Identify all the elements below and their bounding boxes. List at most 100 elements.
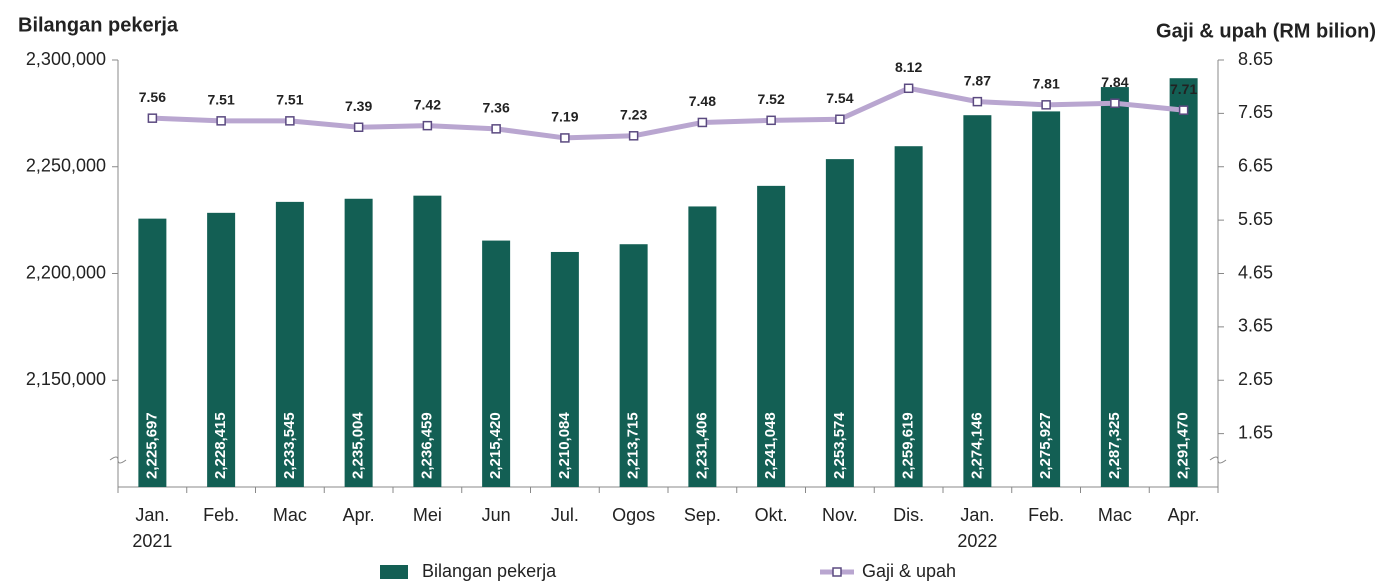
bar — [138, 218, 167, 487]
y2-tick-label: 5.65 — [1238, 209, 1273, 229]
bar-value-label: 2,228,415 — [212, 412, 229, 479]
line — [152, 85, 1184, 141]
line-value-label: 7.51 — [208, 92, 235, 108]
line-value-label: 7.84 — [1101, 74, 1128, 90]
line-marker — [628, 131, 639, 141]
line-value-label: 7.19 — [551, 109, 578, 125]
line-marker — [491, 124, 501, 134]
y2-tick-label: 2.65 — [1238, 369, 1273, 389]
bar — [619, 244, 648, 487]
y-tick-label: 2,150,000 — [26, 369, 106, 389]
bar — [482, 240, 511, 487]
bar — [275, 201, 304, 488]
line-marker — [216, 116, 226, 126]
bar-value-label: 2,287,325 — [1106, 412, 1123, 479]
line-value-label: 7.36 — [483, 100, 510, 116]
bar — [894, 146, 923, 487]
line-marker — [972, 96, 983, 107]
bar-value-label: 2,253,574 — [831, 412, 848, 479]
line-value-label: 7.56 — [139, 89, 166, 105]
axis-break — [109, 456, 127, 464]
bar — [1100, 87, 1129, 487]
y2-tick-label: 8.65 — [1238, 49, 1273, 69]
x-tick-label: Sep. — [683, 505, 721, 525]
bar — [688, 206, 717, 488]
line-marker — [353, 122, 364, 133]
line-value-label: 7.39 — [345, 98, 372, 114]
line-value-label: 7.81 — [1033, 76, 1060, 92]
line-marker — [697, 117, 708, 128]
bar-value-label: 2,213,715 — [625, 412, 642, 479]
bar-value-label: 2,236,459 — [418, 412, 435, 479]
line-value-label: 7.23 — [620, 106, 647, 122]
bar-value-label: 2,291,470 — [1175, 412, 1192, 479]
x-tick-label: Jul. — [550, 505, 579, 525]
y2-tick-label: 6.65 — [1238, 156, 1273, 176]
line-marker — [422, 120, 433, 131]
bar — [550, 251, 579, 487]
line-value-label: 8.12 — [895, 59, 922, 75]
x-tick-label: Apr. — [1167, 505, 1200, 525]
bar-value-label: 2,231,406 — [693, 412, 710, 479]
bar — [1032, 111, 1061, 487]
y-axis-title: Bilangan pekerja — [18, 14, 179, 36]
line-value-label: 7.54 — [826, 90, 853, 106]
bar-value-label: 2,225,697 — [143, 412, 160, 479]
y-tick-label: 2,200,000 — [26, 262, 106, 282]
line-marker — [285, 116, 295, 126]
y-tick-label: 2,250,000 — [26, 156, 106, 176]
x-tick-label: Nov. — [822, 505, 858, 525]
x-tick-label: Jun — [481, 505, 511, 525]
line-marker — [903, 83, 914, 94]
legend-label: Bilangan pekerja — [422, 561, 557, 581]
line-marker — [1110, 98, 1120, 108]
line-marker — [835, 114, 845, 124]
x-tick-label: Mac — [1097, 505, 1132, 525]
line-marker — [560, 133, 570, 143]
line-value-label: 7.71 — [1170, 81, 1197, 97]
legend-marker — [832, 567, 842, 577]
legend-label: Gaji & upah — [862, 561, 956, 581]
line-value-label: 7.51 — [276, 92, 303, 108]
x-tick-label: Mac — [272, 505, 307, 525]
x-tick-label: Dis. — [893, 505, 925, 525]
line-value-label: 7.52 — [758, 91, 785, 107]
bar — [963, 115, 992, 487]
bar-value-label: 2,274,146 — [968, 412, 985, 479]
legend-swatch — [380, 565, 408, 579]
line-marker — [766, 115, 776, 126]
x-tick-label: Feb. — [203, 505, 240, 525]
x-tick-label: Apr. — [342, 505, 375, 525]
line-value-label: 7.48 — [689, 93, 716, 109]
x-tick-label: Mei — [412, 505, 442, 525]
bar-value-label: 2,215,420 — [487, 412, 504, 479]
bar — [757, 185, 786, 487]
bar-value-label: 2,235,004 — [350, 412, 367, 479]
y2-tick-label: 7.65 — [1238, 102, 1273, 122]
y2-tick-label: 3.65 — [1238, 316, 1273, 336]
bar — [1169, 78, 1198, 487]
bar-value-label: 2,241,048 — [762, 412, 779, 479]
line-marker — [147, 113, 158, 123]
line-marker — [1041, 100, 1051, 110]
bar — [344, 198, 373, 487]
bar — [413, 195, 442, 487]
x-tick-label: Feb. — [1028, 505, 1065, 525]
y2-tick-label: 1.65 — [1238, 422, 1273, 442]
line-value-label: 7.87 — [964, 72, 991, 88]
bar-value-label: 2,259,619 — [900, 412, 917, 479]
bar — [825, 159, 854, 487]
line-value-label: 7.42 — [414, 96, 441, 112]
y-tick-label: 2,300,000 — [26, 49, 106, 69]
bar — [207, 212, 236, 487]
y2-axis-title: Gaji & upah (RM bilion) — [1156, 20, 1376, 42]
x-tick-label: Okt. — [754, 505, 788, 525]
bar-value-label: 2,275,927 — [1037, 412, 1054, 479]
y2-tick-label: 4.65 — [1238, 262, 1273, 282]
x-tick-label: Jan. 2022 — [957, 505, 998, 551]
x-tick-label: Ogos — [612, 505, 656, 525]
line-marker — [1178, 105, 1189, 115]
x-tick-label: Jan. 2021 — [132, 505, 173, 551]
